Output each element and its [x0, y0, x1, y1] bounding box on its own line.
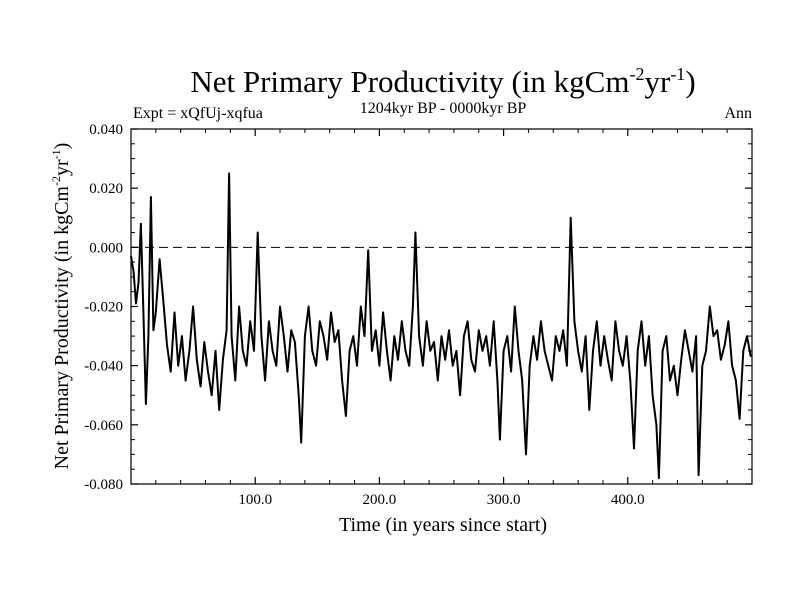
y-tick-label: 0.040: [89, 122, 123, 138]
y-label-superscript-2: -1: [49, 149, 63, 159]
y-label-superscript-1: -2: [49, 176, 63, 186]
title-superscript-2: -1: [670, 64, 685, 84]
chart-title: Net Primary Productivity (in kgCm-2yr-1): [190, 64, 695, 99]
x-tick-label: 200.0: [363, 492, 397, 508]
chart-subtitle: 1204kyr BP - 0000kyr BP: [360, 100, 527, 117]
y-tick-label: 0.020: [89, 181, 123, 197]
npp-series-line: [130, 172, 752, 480]
y-tick-label: -0.080: [84, 477, 123, 493]
y-axis-label: Net Primary Productivity (in kgCm-2yr-1): [49, 143, 73, 470]
plot-frame: [130, 128, 753, 485]
y-tick-label: -0.020: [84, 300, 123, 316]
title-superscript-1: -2: [629, 64, 644, 84]
experiment-label: Expt = xQfUj-xqfua: [133, 105, 263, 122]
x-tick-label: 100.0: [238, 492, 272, 508]
season-label: Ann: [724, 105, 752, 122]
y-tick-label: -0.060: [84, 418, 123, 434]
x-axis-ticks: 100.0 200.0 300.0 400.0: [155, 129, 728, 508]
x-tick-label: 400.0: [611, 492, 645, 508]
y-tick-label: 0.000: [89, 240, 123, 256]
x-axis-label: Time (in years since start): [339, 514, 547, 536]
y-tick-label: -0.040: [84, 359, 123, 375]
x-tick-label: 300.0: [487, 492, 521, 508]
y-axis-ticks: -0.080 -0.060 -0.040 -0.020 0.000 0.020 0.040: [84, 122, 752, 493]
